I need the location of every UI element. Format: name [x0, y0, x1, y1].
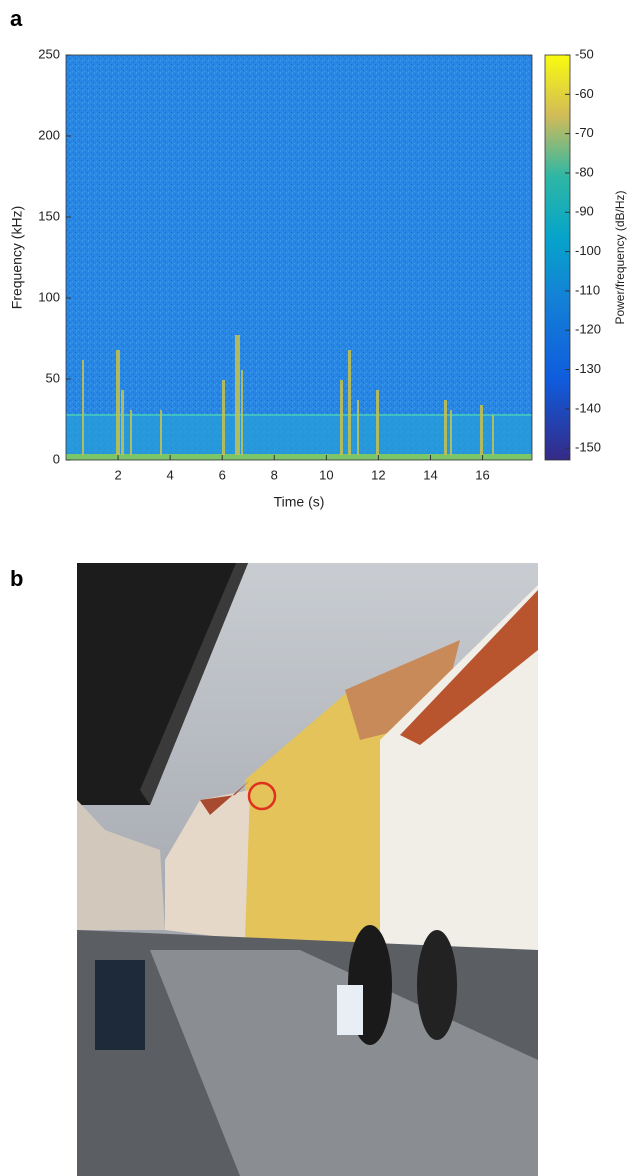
- colorbar-tick-label: -130: [575, 361, 601, 376]
- colorbar-tick-label: -80: [575, 164, 594, 179]
- x-tick-label: 12: [371, 467, 385, 482]
- y-tick-label: 100: [38, 289, 60, 304]
- x-tick-label: 4: [167, 467, 174, 482]
- x-tick-label: 16: [475, 467, 489, 482]
- spectrogram-image: [65, 54, 533, 461]
- y-tick-label: 250: [38, 46, 60, 61]
- y-axis-label: Frequency (kHz): [9, 206, 25, 309]
- panel-label: b: [10, 566, 23, 591]
- colorbar-tick-label: -70: [575, 125, 594, 140]
- colorbar-tick-label: -120: [575, 322, 601, 337]
- x-tick-label: 6: [219, 467, 226, 482]
- street-photo: [77, 563, 538, 1176]
- colorbar-tick-label: -100: [575, 243, 601, 258]
- x-axis-label: Time (s): [274, 494, 325, 510]
- colorbar-tick-label: -110: [575, 282, 600, 297]
- colorbar-tick-label: -140: [575, 400, 601, 415]
- colorbar-tick-label: -90: [575, 204, 594, 219]
- panel-label: a: [10, 6, 23, 31]
- y-tick-label: 150: [38, 208, 60, 223]
- x-tick-label: 10: [319, 467, 333, 482]
- colorbar: [544, 54, 571, 461]
- colorbar-tick-label: -50: [575, 46, 594, 61]
- colorbar-tick-label: -150: [575, 440, 601, 455]
- colorbar-tick-label: -60: [575, 86, 594, 101]
- x-tick-label: 8: [271, 467, 278, 482]
- y-tick-label: 50: [46, 370, 60, 385]
- x-tick-label: 2: [114, 467, 121, 482]
- colorbar-label: Power/frequency (dB/Hz): [613, 190, 627, 324]
- x-tick-label: 14: [423, 467, 437, 482]
- y-tick-label: 0: [53, 451, 60, 466]
- y-tick-label: 200: [38, 127, 60, 142]
